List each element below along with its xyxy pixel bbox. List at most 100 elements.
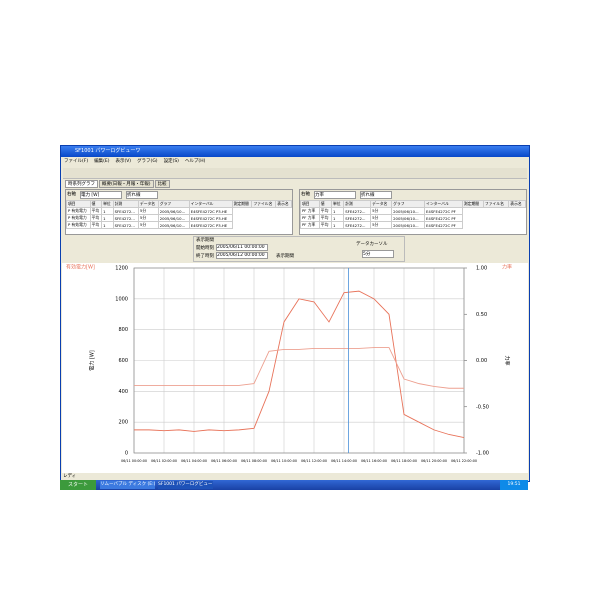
cell: PF 力率 xyxy=(300,207,320,215)
cell: 2005/06/10... xyxy=(157,214,190,222)
cell: 5分 xyxy=(370,207,393,215)
y2-axis-label: 力率 xyxy=(504,355,511,365)
cell: 平均 xyxy=(89,207,103,215)
y-tick-label: 0 xyxy=(125,451,128,457)
x-tick-label: 06/11 08:00:00 xyxy=(241,459,267,463)
table-row[interactable]: P 有効電力 平均 1 SFE4272... 5分 2005/06/10... E4SFE4… xyxy=(66,214,292,222)
header-cell: 単位 xyxy=(101,200,114,208)
interval-select[interactable]: 5分 xyxy=(362,250,394,258)
title-bar: SF1001 パワーログビューワ xyxy=(61,146,529,157)
cell: 2005/06/10... xyxy=(391,207,426,215)
tab[interactable]: 時系列グラフ xyxy=(65,180,98,188)
toolbar xyxy=(63,168,527,179)
clock: 19:51 xyxy=(500,480,528,490)
y2-tick-label: 1.00 xyxy=(476,266,487,272)
table-row[interactable]: PF 力率 平均 1 SFE4272... 5分 2005/06/10... E4SFE42… xyxy=(300,207,526,215)
tab[interactable]: 概要(日報・月報・年報) xyxy=(99,180,154,188)
cell: E4SFE4272C P3.HE xyxy=(188,214,233,222)
cell: 平均 xyxy=(318,214,333,222)
header-cell: ファイル名 xyxy=(251,200,277,208)
cell: SFE4272... xyxy=(112,214,139,222)
y-tick-label: 1000 xyxy=(115,296,128,302)
y-tick-label: 800 xyxy=(118,327,128,333)
task-item[interactable]: SF1001 パワーログビューワ xyxy=(158,481,213,489)
y-tick-label: 400 xyxy=(118,389,128,395)
cell: 平均 xyxy=(318,221,333,229)
menu-item[interactable]: 表示(V) xyxy=(115,159,132,164)
header-cell: データ名 xyxy=(370,200,393,208)
cell: 5分 xyxy=(370,221,393,229)
menu-bar: ファイル(F) 編集(E) 表示(V) グラフ(G) 設定(S) ヘルプ(H) xyxy=(61,158,205,166)
header-cell: 単位 xyxy=(331,200,345,208)
label: 開始時刻 xyxy=(196,246,214,251)
y-tick-label: 600 xyxy=(118,358,128,364)
cell: E4SFE4272C P3.HE xyxy=(188,207,233,215)
x-tick-label: 06/11 06:00:00 xyxy=(211,459,237,463)
header-cell: 表示名 xyxy=(275,200,292,208)
cell: 2005/06/10... xyxy=(157,207,190,215)
header-cell: 表示名 xyxy=(508,200,526,208)
status-bar: レディ xyxy=(63,474,77,479)
select[interactable]: 力率 xyxy=(314,191,356,199)
cell: P 有効電力 xyxy=(66,221,91,229)
label: 右軸 xyxy=(301,192,310,197)
cell: 平均 xyxy=(89,221,103,229)
label: データカーソル xyxy=(356,242,388,247)
y2-tick-label: -1.00 xyxy=(476,451,489,457)
table-row[interactable]: PF 力率 平均 1 SFE4272... 5分 2005/06/10... E4SFE42… xyxy=(300,214,526,222)
y2-tick-label: -0.50 xyxy=(476,404,489,410)
cell: 2005/06/10... xyxy=(391,221,426,229)
table-row[interactable]: P 有効電力 平均 1 SFE4272... 5分 2005/06/10... E4SFE4… xyxy=(66,207,292,215)
start-button[interactable]: スタート xyxy=(60,480,96,490)
label: 表示期間 xyxy=(196,238,214,243)
menu-item[interactable]: 編集(E) xyxy=(94,159,110,164)
table-row[interactable]: P 有効電力 平均 1 SFE4272... 5分 2005/06/10... E4SFE4… xyxy=(66,221,292,229)
x-tick-label: 06/11 20:00:00 xyxy=(421,459,447,463)
header-cell: 測定期間 xyxy=(231,200,253,208)
select[interactable]: 電力 [W] xyxy=(80,191,122,199)
menu-item[interactable]: ファイル(F) xyxy=(64,159,89,164)
cell: E4SFE4272C PF xyxy=(424,214,463,222)
cell: 2005/06/10... xyxy=(157,221,190,229)
y-tick-label: 200 xyxy=(118,420,128,426)
x-tick-label: 06/11 22:00:00 xyxy=(451,459,477,463)
task-item[interactable]: リムーバブル ディスク (E:) xyxy=(100,481,155,489)
tab[interactable]: 比較 xyxy=(154,180,170,188)
taskbar: スタート リムーバブル ディスク (E:) SF1001 パワーログビューワ 1… xyxy=(60,480,528,490)
panel-head: 右軸 力率 折れ線 xyxy=(300,190,526,200)
cell: 1 xyxy=(101,221,114,229)
cell: 5分 xyxy=(137,214,159,222)
cell: 2005/06/10... xyxy=(391,214,426,222)
y-axis-label: 電力 [W] xyxy=(89,350,96,370)
header-cell: 測定期間 xyxy=(461,200,484,208)
header-cell: グラフ xyxy=(391,200,426,208)
menu-item[interactable]: ヘルプ(H) xyxy=(184,159,206,164)
header-cell: インターバル xyxy=(424,200,463,208)
header-cell: 計測 xyxy=(343,200,372,208)
series-line xyxy=(134,290,465,439)
select[interactable]: 折れ線 xyxy=(360,191,392,199)
cell: 5分 xyxy=(370,214,393,222)
select[interactable]: 折れ線 xyxy=(126,191,158,199)
table-row[interactable]: PF 力率 平均 1 SFE4272... 5分 2005/06/10... E4SFE42… xyxy=(300,221,526,229)
header-cell: 項目 xyxy=(300,200,320,208)
plot-frame xyxy=(133,267,465,454)
y2-tick-label: 0.00 xyxy=(476,358,487,364)
cell: P 有効電力 xyxy=(66,207,91,215)
header-row: 項目値単位 計測 データ名 グラフ インターバル 測定期間 ファイル名 表示名 xyxy=(300,200,526,208)
x-tick-label: 06/11 14:00:00 xyxy=(331,459,357,463)
cell: 1 xyxy=(331,207,345,215)
cell: 1 xyxy=(331,221,345,229)
data-table: 項目値単位 計測 データ名 グラフ インターバル 測定期間 ファイル名 表示名 P 有効電力 平均… xyxy=(66,200,292,229)
chart: 有効電力[W] 力率 0 200 400 600 800 1000 1200 -1.00 -0.50… xyxy=(62,263,528,473)
series-line xyxy=(134,347,464,389)
cell: PF 力率 xyxy=(300,214,320,222)
cell: SFE4272... xyxy=(343,207,372,215)
start-field[interactable]: 2005/06/11 00:00:00 xyxy=(216,244,268,251)
cell: PF 力率 xyxy=(300,221,320,229)
menu-item[interactable]: グラフ(G) xyxy=(137,159,158,164)
end-field[interactable]: 2005/06/12 00:00:00 xyxy=(216,252,268,259)
menu-item[interactable]: 設定(S) xyxy=(163,159,179,164)
header-row: 項目値単位 計測 データ名 グラフ インターバル 測定期間 ファイル名 表示名 xyxy=(66,200,292,208)
